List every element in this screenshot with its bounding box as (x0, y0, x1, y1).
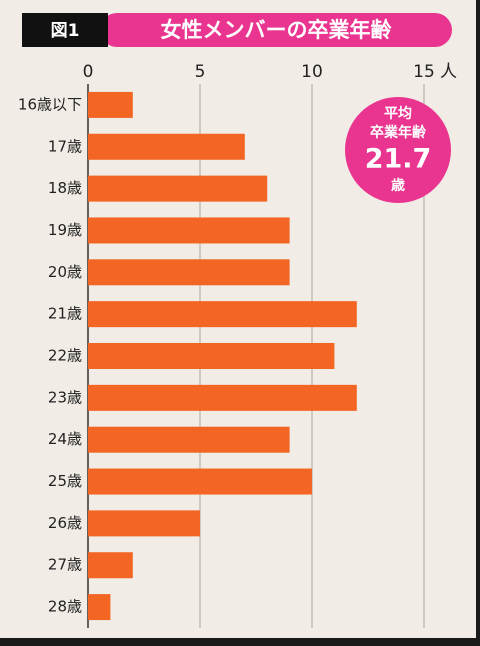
title-banner (100, 13, 452, 47)
bar (88, 343, 335, 369)
chart-title: 女性メンバーの卒業年齢 (161, 18, 393, 42)
y-tick-label: 20歳 (48, 263, 82, 281)
bar (88, 384, 357, 411)
x-tick-label: 5 (195, 62, 206, 82)
y-tick-label: 22歳 (48, 347, 82, 365)
y-tick-label: 21歳 (48, 305, 82, 323)
y-tick-label: 18歳 (48, 179, 82, 197)
badge-unit: 歳 (391, 177, 405, 194)
figure-label: 図1 (51, 21, 80, 41)
badge-value: 21.7 (365, 144, 432, 175)
bar (88, 426, 290, 453)
y-tick-label: 28歳 (48, 598, 82, 616)
bar (88, 91, 133, 118)
x-tick-label: 10 (301, 62, 323, 82)
bar (88, 594, 111, 621)
average-badge: 平均 卒業年齢 21.7 歳 (345, 97, 451, 203)
y-tick-label: 17歳 (48, 137, 82, 155)
x-tick-label: 0 (83, 62, 94, 82)
bar (88, 175, 268, 202)
y-tick-label: 25歳 (48, 472, 82, 490)
badge-circle (345, 97, 451, 203)
bar (88, 133, 245, 160)
y-tick-label: 27歳 (48, 556, 82, 574)
y-tick-label: 19歳 (48, 221, 82, 239)
bar (88, 552, 133, 579)
figure-label-box (22, 13, 108, 47)
bar (88, 468, 312, 495)
bar (88, 259, 290, 286)
x-axis-unit: 人 (440, 62, 457, 82)
badge-line1: 平均 (384, 105, 412, 122)
bar (88, 510, 200, 537)
y-tick-label: 24歳 (48, 430, 82, 448)
x-tick-label: 15 (413, 62, 435, 82)
badge-line2: 卒業年齢 (370, 124, 427, 141)
y-tick-label: 23歳 (48, 388, 82, 406)
bar (88, 301, 357, 328)
y-tick-label: 16歳以下 (18, 95, 82, 113)
y-tick-label: 26歳 (48, 514, 82, 532)
bar (88, 217, 290, 244)
